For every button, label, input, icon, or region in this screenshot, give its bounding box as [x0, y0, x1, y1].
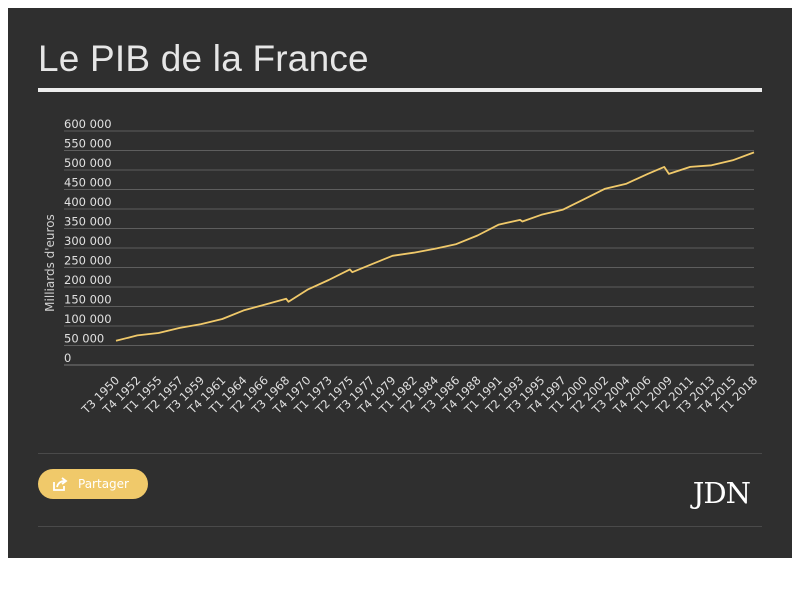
y-tick-label: 350 000 [64, 215, 112, 229]
share-button-label: Partager [78, 477, 129, 491]
y-tick-label: 150 000 [64, 293, 112, 307]
y-tick-label: 50 000 [64, 332, 104, 346]
jdn-logo: JDN [692, 476, 751, 510]
y-tick-label: 450 000 [64, 176, 112, 190]
y-tick-label: 550 000 [64, 137, 112, 151]
gdp-series-line [115, 151, 755, 342]
y-tick-label: 0 [64, 351, 71, 365]
y-axis-label: Milliards d'euros [43, 214, 57, 312]
share-button[interactable]: Partager [38, 469, 148, 499]
chart-gridlines [64, 130, 754, 366]
y-tick-label: 250 000 [64, 254, 112, 268]
y-tick-label: 500 000 [64, 156, 112, 170]
share-icon [52, 476, 68, 492]
y-tick-label: 300 000 [64, 234, 112, 248]
y-axis-ticks: 0 50 000 100 000 150 000 200 000 250 000 300 0… [64, 117, 112, 365]
gdp-line-chart: 0 50 000 100 000 150 000 200 000 250 000 300 0… [43, 117, 760, 417]
footer-divider-bottom [38, 526, 762, 527]
y-tick-label: 200 000 [64, 273, 112, 287]
y-tick-label: 400 000 [64, 195, 112, 209]
y-tick-label: 600 000 [64, 117, 112, 131]
y-tick-label: 100 000 [64, 312, 112, 326]
page-title: Le PIB de la France [38, 38, 369, 79]
chart-card: Le PIB de la France 0 50 000 100 000 150 00… [8, 8, 792, 558]
footer-divider-top [38, 453, 762, 454]
title-divider [38, 88, 762, 92]
